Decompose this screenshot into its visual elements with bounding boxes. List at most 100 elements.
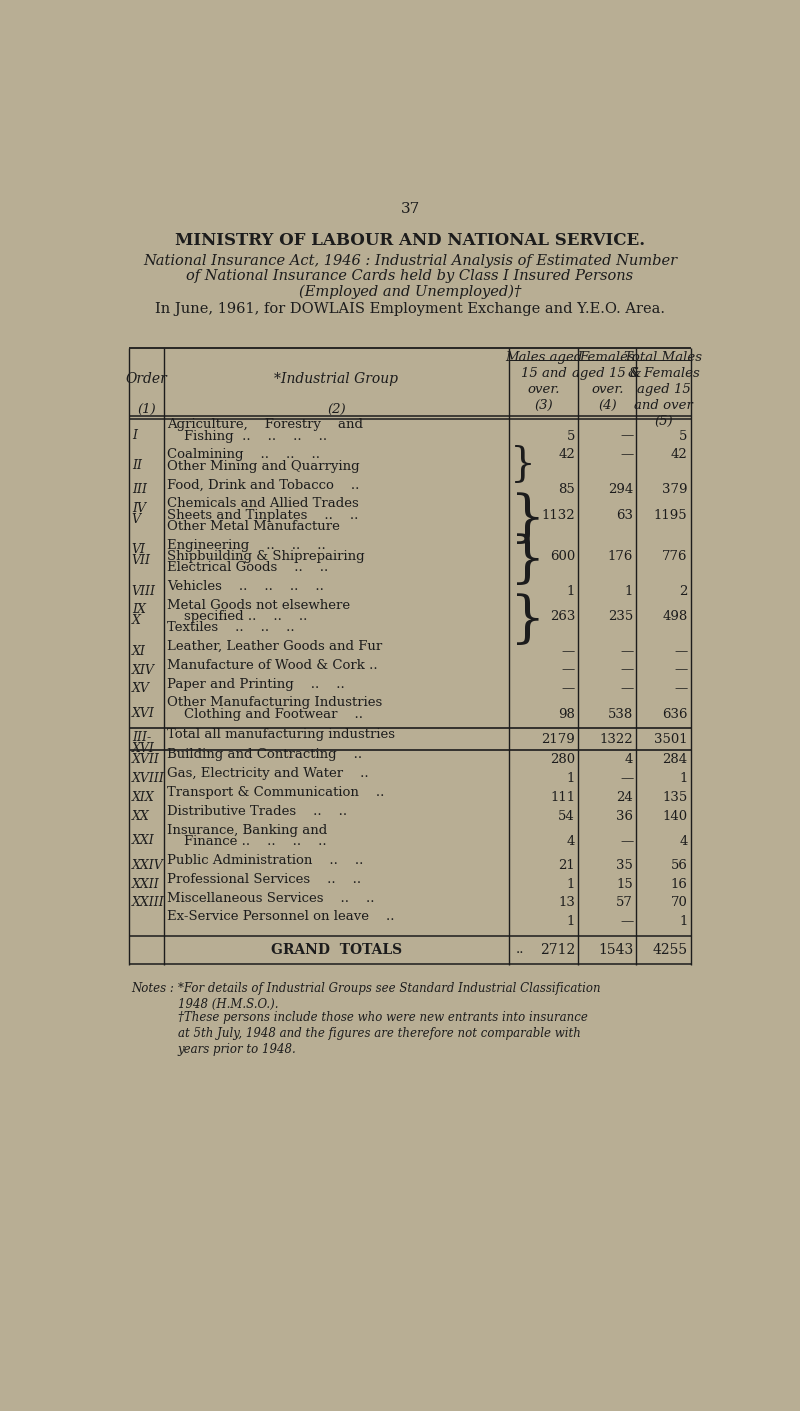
Text: Females
aged 15 &
over.
(4): Females aged 15 & over. (4) xyxy=(572,351,642,412)
Text: (2): (2) xyxy=(327,404,346,416)
Text: 111: 111 xyxy=(550,792,575,804)
Text: II: II xyxy=(132,459,142,471)
Text: XXIII: XXIII xyxy=(132,896,165,910)
Text: 98: 98 xyxy=(558,707,575,721)
Text: 140: 140 xyxy=(662,810,687,823)
Text: 280: 280 xyxy=(550,753,575,766)
Text: —: — xyxy=(562,645,575,658)
Text: }: } xyxy=(510,492,546,547)
Text: —: — xyxy=(620,645,634,658)
Text: Textiles    ..    ..    ..: Textiles .. .. .. xyxy=(167,621,295,634)
Text: 70: 70 xyxy=(670,896,687,910)
Text: XI: XI xyxy=(132,645,146,658)
Text: 2: 2 xyxy=(679,584,687,598)
Text: Other Mining and Quarrying: Other Mining and Quarrying xyxy=(167,460,360,473)
Text: 63: 63 xyxy=(616,508,634,522)
Text: —: — xyxy=(674,645,687,658)
Text: VIII: VIII xyxy=(132,584,156,598)
Text: —: — xyxy=(620,835,634,848)
Text: —: — xyxy=(620,663,634,676)
Text: XX: XX xyxy=(132,810,150,823)
Text: XIV: XIV xyxy=(132,663,154,676)
Text: Clothing and Footwear    ..: Clothing and Footwear .. xyxy=(167,707,363,721)
Text: Coalmining    ..    ..    ..: Coalmining .. .. .. xyxy=(167,449,321,461)
Text: 2179: 2179 xyxy=(542,732,575,746)
Text: 15: 15 xyxy=(617,878,634,890)
Text: 263: 263 xyxy=(550,610,575,622)
Text: (1): (1) xyxy=(137,404,156,416)
Text: —: — xyxy=(620,916,634,928)
Text: 1195: 1195 xyxy=(654,508,687,522)
Text: ..: .. xyxy=(515,943,524,957)
Text: XVI: XVI xyxy=(132,742,154,755)
Text: XVI: XVI xyxy=(132,707,154,720)
Text: Food, Drink and Tobacco    ..: Food, Drink and Tobacco .. xyxy=(167,478,360,491)
Text: GRAND  TOTALS: GRAND TOTALS xyxy=(271,943,402,957)
Text: VII: VII xyxy=(132,555,150,567)
Text: 24: 24 xyxy=(617,792,634,804)
Text: 1: 1 xyxy=(566,916,575,928)
Text: Engineering    ..    ..    ..: Engineering .. .. .. xyxy=(167,539,326,552)
Text: Finance ..    ..    ..    ..: Finance .. .. .. .. xyxy=(167,835,327,848)
Text: 776: 776 xyxy=(662,550,687,563)
Text: 57: 57 xyxy=(616,896,634,910)
Text: Insurance, Banking and: Insurance, Banking and xyxy=(167,824,328,837)
Text: 16: 16 xyxy=(670,878,687,890)
Text: Gas, Electricity and Water    ..: Gas, Electricity and Water .. xyxy=(167,768,369,780)
Text: Miscellaneous Services    ..    ..: Miscellaneous Services .. .. xyxy=(167,892,375,904)
Text: Building and Contracting    ..: Building and Contracting .. xyxy=(167,748,362,762)
Text: (Employed and Unemployed)†: (Employed and Unemployed)† xyxy=(299,285,521,299)
Text: III-: III- xyxy=(132,731,151,744)
Text: XXII: XXII xyxy=(132,878,159,890)
Text: 379: 379 xyxy=(662,484,687,497)
Text: X: X xyxy=(132,614,141,626)
Text: specified ..    ..    ..: specified .. .. .. xyxy=(167,610,308,622)
Text: Ex-Service Personnel on leave    ..: Ex-Service Personnel on leave .. xyxy=(167,910,395,923)
Text: 2712: 2712 xyxy=(540,943,575,957)
Text: 1: 1 xyxy=(566,878,575,890)
Text: 13: 13 xyxy=(558,896,575,910)
Text: 600: 600 xyxy=(550,550,575,563)
Text: Males aged
15 and
over.
(3): Males aged 15 and over. (3) xyxy=(505,351,582,412)
Text: 35: 35 xyxy=(616,859,634,872)
Text: V: V xyxy=(132,512,141,526)
Text: 284: 284 xyxy=(662,753,687,766)
Text: 176: 176 xyxy=(608,550,634,563)
Text: Total Males
& Females
aged 15
and over
(5): Total Males & Females aged 15 and over (… xyxy=(625,351,702,428)
Text: *Industrial Group: *Industrial Group xyxy=(274,373,398,387)
Text: 36: 36 xyxy=(616,810,634,823)
Text: }: } xyxy=(510,446,536,485)
Text: MINISTRY OF LABOUR AND NATIONAL SERVICE.: MINISTRY OF LABOUR AND NATIONAL SERVICE. xyxy=(175,233,645,250)
Text: —: — xyxy=(674,683,687,696)
Text: 1: 1 xyxy=(679,916,687,928)
Text: 5: 5 xyxy=(679,429,687,443)
Text: 3501: 3501 xyxy=(654,732,687,746)
Text: }: } xyxy=(510,533,546,588)
Text: Professional Services    ..    ..: Professional Services .. .. xyxy=(167,873,362,886)
Text: Public Administration    ..    ..: Public Administration .. .. xyxy=(167,854,364,866)
Text: Total all manufacturing industries: Total all manufacturing industries xyxy=(167,728,395,741)
Text: 1: 1 xyxy=(679,772,687,785)
Text: XVII: XVII xyxy=(132,753,160,766)
Text: 5: 5 xyxy=(566,429,575,443)
Text: Leather, Leather Goods and Fur: Leather, Leather Goods and Fur xyxy=(167,639,382,653)
Text: 636: 636 xyxy=(662,707,687,721)
Text: 1: 1 xyxy=(625,584,634,598)
Text: Order: Order xyxy=(126,373,167,387)
Text: 42: 42 xyxy=(558,449,575,461)
Text: 135: 135 xyxy=(662,792,687,804)
Text: XIX: XIX xyxy=(132,792,154,804)
Text: In June, 1961, for DOWLAIS Employment Exchange and Y.E.O. Area.: In June, 1961, for DOWLAIS Employment Ex… xyxy=(155,302,665,316)
Text: 294: 294 xyxy=(608,484,634,497)
Text: Distributive Trades    ..    ..: Distributive Trades .. .. xyxy=(167,806,347,818)
Text: Sheets and Tinplates    ..    ..: Sheets and Tinplates .. .. xyxy=(167,508,358,522)
Text: †These persons include those who were new entrants into insurance
at 5th July, 1: †These persons include those who were ne… xyxy=(178,1012,587,1057)
Text: 1543: 1543 xyxy=(598,943,634,957)
Text: 1: 1 xyxy=(566,772,575,785)
Text: Chemicals and Allied Trades: Chemicals and Allied Trades xyxy=(167,498,359,511)
Text: 4: 4 xyxy=(625,753,634,766)
Text: 1: 1 xyxy=(566,584,575,598)
Text: 4: 4 xyxy=(566,835,575,848)
Text: 538: 538 xyxy=(608,707,634,721)
Text: National Insurance Act, 1946 : Industrial Analysis of Estimated Number: National Insurance Act, 1946 : Industria… xyxy=(143,254,677,268)
